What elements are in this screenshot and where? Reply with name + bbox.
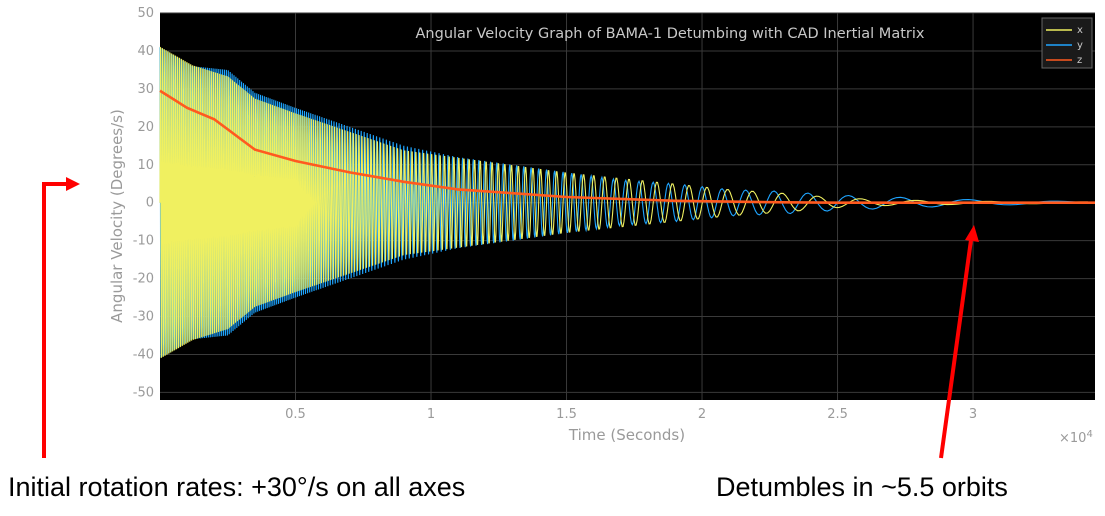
annotation-arrows	[42, 177, 979, 459]
chart-title: Angular Velocity Graph of BAMA-1 Detumbi…	[416, 26, 925, 42]
series-line-z	[159, 89, 1095, 205]
x-axis-label: Time (Seconds)	[568, 426, 685, 444]
series-layer	[159, 46, 1095, 359]
y-tick-label: 40	[137, 44, 154, 59]
left-arrowhead	[66, 177, 80, 191]
x-axis-multiplier-base: ×10	[1059, 431, 1086, 446]
y-tick-label: 20	[137, 120, 154, 135]
axis-ticks: 0.5 1 1.5 2 2.5 3 50 40 30 20 10 0 -10 -20 -30 -40 -50	[133, 6, 977, 422]
x-tick-label: 2.5	[827, 407, 848, 422]
y-tick-label: -20	[133, 272, 154, 287]
y-tick-label: 30	[137, 82, 154, 97]
x-tick-label: 0.5	[285, 407, 306, 422]
x-tick-label: 1	[427, 407, 435, 422]
left-arrow-shaft	[42, 182, 68, 458]
y-axis-label: Angular Velocity (Degrees/s)	[108, 109, 126, 323]
legend-entry-z: z	[1077, 55, 1082, 66]
x-tick-label: 3	[969, 407, 977, 422]
legend-entry-y: y	[1077, 40, 1083, 51]
legend: xyz	[1041, 17, 1093, 69]
right-arrowhead	[965, 225, 979, 242]
grid	[160, 12, 1095, 400]
series-line-x	[159, 46, 1088, 359]
y-tick-label: -50	[133, 385, 154, 400]
y-tick-label: -10	[133, 234, 154, 249]
x-tick-label: 1.5	[556, 407, 577, 422]
y-tick-label: -30	[133, 310, 154, 325]
y-tick-label: 50	[137, 6, 154, 21]
right-arrow-shaft	[939, 239, 973, 459]
y-tick-label: -40	[133, 347, 154, 362]
legend-entry-x: x	[1077, 25, 1083, 36]
x-tick-label: 2	[698, 407, 706, 422]
x-axis-multiplier: ×104	[1059, 429, 1093, 446]
detumble-caption: Detumbles in ~5.5 orbits	[716, 472, 1008, 502]
y-tick-label: 10	[137, 158, 154, 173]
initial-rates-caption: Initial rotation rates: +30°/s on all ax…	[8, 472, 466, 502]
y-tick-label: 0	[146, 196, 154, 211]
x-axis-multiplier-exponent: 4	[1086, 429, 1092, 440]
